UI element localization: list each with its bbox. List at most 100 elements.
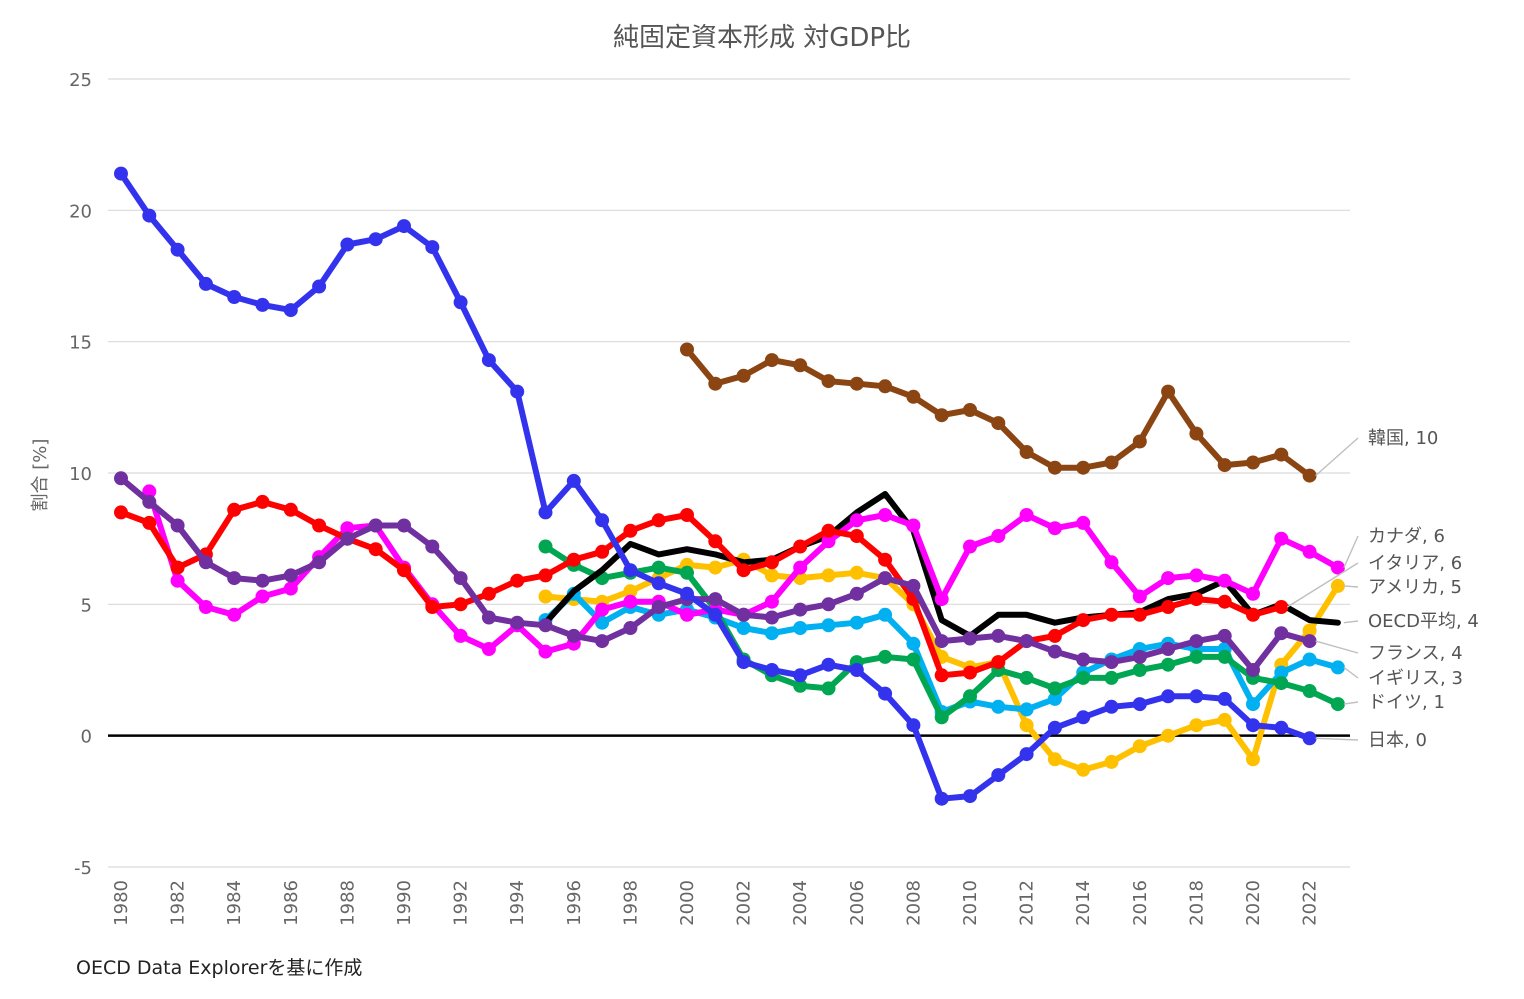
- data-point: [1019, 747, 1034, 762]
- data-point: [623, 621, 638, 635]
- data-point: [821, 657, 836, 672]
- data-point: [312, 279, 327, 294]
- data-point: [595, 602, 610, 617]
- x-tick-label: 2006: [847, 880, 868, 926]
- data-point: [906, 718, 921, 733]
- chart-title: 純固定資本形成 対GDP比: [613, 23, 911, 53]
- data-point: [934, 668, 949, 683]
- data-point: [566, 552, 581, 567]
- data-point: [1104, 699, 1119, 714]
- x-tick-label: 1994: [507, 880, 528, 926]
- x-tick-label: 2014: [1073, 880, 1094, 926]
- series-label-germany: ドイツ, 1: [1368, 692, 1445, 713]
- series-label-italy: イタリア, 6: [1368, 553, 1462, 574]
- data-point: [934, 710, 949, 725]
- x-tick-label: 2016: [1130, 880, 1151, 926]
- label-leader-line: [1315, 437, 1359, 477]
- series-korea: [680, 342, 1317, 483]
- data-point: [397, 563, 411, 578]
- data-point: [736, 563, 751, 578]
- data-point: [1161, 642, 1176, 656]
- data-point: [934, 592, 949, 607]
- data-point: [1217, 712, 1232, 727]
- data-point: [312, 518, 327, 533]
- data-point: [453, 628, 468, 643]
- data-point: [793, 358, 808, 373]
- x-tick-label: 2004: [790, 880, 811, 926]
- data-point: [1161, 728, 1176, 743]
- data-point: [1019, 718, 1034, 733]
- data-point: [991, 529, 1006, 543]
- x-tick-label: 1990: [394, 880, 415, 926]
- data-point: [680, 565, 694, 580]
- data-point: [906, 518, 921, 533]
- source-note: OECD Data Explorerを基に作成: [76, 957, 362, 979]
- data-point: [651, 600, 666, 614]
- y-tick-label: 5: [81, 595, 92, 616]
- data-point: [623, 523, 638, 538]
- data-point: [849, 513, 864, 528]
- data-point: [114, 471, 128, 486]
- data-point: [623, 563, 638, 578]
- series-end-labels: アメリカ, 5 イギリス, 3 ドイツ, 1 OECD平均, 4 カナダ, 6 イタリア,…: [1286, 428, 1479, 751]
- data-point: [1246, 455, 1260, 470]
- x-tick-label: 1980: [111, 880, 132, 926]
- data-point: [510, 615, 525, 630]
- data-point: [934, 791, 949, 806]
- data-point: [821, 534, 836, 549]
- x-tick-label: 1988: [337, 880, 358, 926]
- data-point: [114, 505, 128, 520]
- data-point: [1330, 697, 1345, 712]
- data-point: [1047, 752, 1062, 767]
- y-tick-label: -5: [74, 858, 92, 879]
- data-point: [1189, 689, 1204, 704]
- data-point: [1019, 702, 1034, 717]
- data-point: [368, 542, 383, 557]
- data-point: [1132, 589, 1147, 604]
- data-point: [623, 594, 638, 609]
- data-point: [680, 342, 694, 357]
- label-leader-line: [1286, 562, 1359, 608]
- series-label-oecd: OECD平均, 4: [1368, 611, 1479, 632]
- data-point: [1189, 592, 1204, 607]
- label-leader-line: [1343, 585, 1359, 588]
- data-point: [1132, 663, 1147, 677]
- data-point: [680, 607, 694, 622]
- data-point: [1274, 447, 1289, 462]
- x-tick-label: 1982: [168, 880, 189, 926]
- data-point: [906, 636, 921, 651]
- data-point: [142, 515, 157, 530]
- data-point: [566, 628, 581, 643]
- data-point: [1189, 426, 1204, 441]
- data-point: [481, 642, 496, 656]
- data-point: [1104, 555, 1119, 570]
- data-point: [878, 571, 893, 586]
- data-point: [1047, 644, 1062, 659]
- data-point: [906, 652, 921, 667]
- data-point: [849, 529, 864, 543]
- data-point: [340, 521, 355, 536]
- data-point: [963, 665, 977, 680]
- data-point: [878, 607, 893, 622]
- data-point: [170, 573, 185, 588]
- data-point: [793, 668, 808, 683]
- label-leader-line: [1343, 535, 1359, 568]
- data-point: [963, 403, 977, 417]
- data-point: [849, 663, 864, 677]
- data-point: [1161, 657, 1176, 672]
- data-point: [764, 626, 779, 641]
- data-point: [849, 586, 864, 601]
- data-point: [1217, 628, 1232, 643]
- x-tick-label: 1984: [224, 880, 245, 926]
- data-point: [736, 655, 751, 670]
- data-point: [453, 571, 468, 586]
- data-point: [1274, 531, 1289, 546]
- data-point: [1274, 665, 1289, 680]
- data-point: [453, 295, 468, 310]
- data-point: [1019, 634, 1034, 649]
- data-point: [538, 618, 553, 633]
- data-point: [1019, 508, 1034, 522]
- data-point: [849, 376, 864, 391]
- data-point: [283, 303, 298, 318]
- data-point: [1076, 515, 1091, 530]
